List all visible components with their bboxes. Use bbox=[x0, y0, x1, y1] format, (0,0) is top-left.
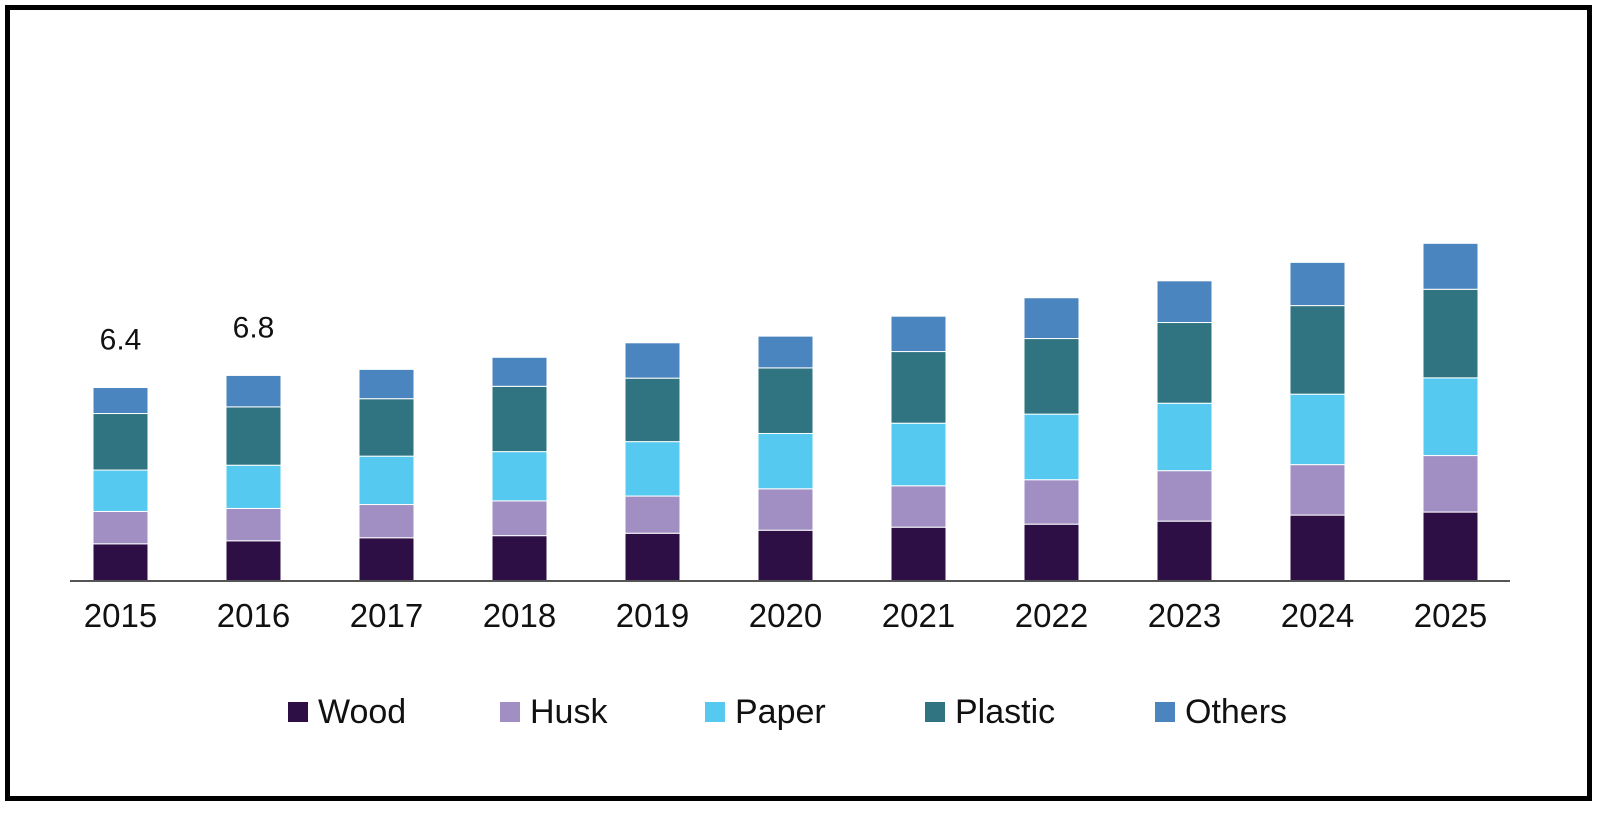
legend-item-husk: Husk bbox=[500, 690, 607, 734]
bar-segment-husk-2022 bbox=[1023, 479, 1080, 525]
bar-segment-plastic-2019 bbox=[624, 377, 681, 443]
bar-segment-plastic-2023 bbox=[1156, 322, 1213, 404]
bar-segment-others-2018 bbox=[491, 356, 548, 387]
bar-segment-others-2024 bbox=[1289, 261, 1346, 307]
bar-segment-plastic-2022 bbox=[1023, 338, 1080, 415]
stacked-bar-chart: 2015 2016 2017 2018 2019 2020 2021 2022 2023 2024… bbox=[70, 242, 1510, 634]
bar-segment-paper-2021 bbox=[890, 422, 947, 487]
x-tick-label-2016: 2016 bbox=[217, 597, 290, 634]
bar-segment-husk-2019 bbox=[624, 495, 681, 534]
bar-segment-paper-2017 bbox=[358, 455, 415, 506]
bar-segment-husk-2024 bbox=[1289, 464, 1346, 516]
legend-item-wood: Wood bbox=[288, 690, 406, 734]
bar-segment-wood-2021 bbox=[890, 526, 947, 582]
x-tick-label-2025: 2025 bbox=[1414, 597, 1487, 634]
bar-segment-others-2019 bbox=[624, 342, 681, 379]
legend-swatch-husk bbox=[500, 702, 520, 722]
legend-item-plastic: Plastic bbox=[925, 690, 1055, 734]
bar-segment-wood-2016 bbox=[225, 540, 282, 582]
bar-segment-paper-2016 bbox=[225, 464, 282, 509]
bar-segment-plastic-2020 bbox=[757, 367, 814, 434]
legend-swatch-others bbox=[1155, 702, 1175, 722]
legend-item-others: Others bbox=[1155, 690, 1287, 734]
bar-segment-husk-2023 bbox=[1156, 470, 1213, 522]
bar-segment-wood-2019 bbox=[624, 532, 681, 582]
x-tick-label-2018: 2018 bbox=[483, 597, 556, 634]
data-labels: 6.4 6.8 bbox=[100, 311, 275, 356]
bar-segment-others-2020 bbox=[757, 335, 814, 369]
legend: Wood Husk Paper Plastic Others bbox=[0, 690, 1607, 740]
x-tick-label-2019: 2019 bbox=[616, 597, 689, 634]
bar-segment-husk-2025 bbox=[1422, 455, 1479, 513]
bar-segment-husk-2018 bbox=[491, 500, 548, 537]
bar-segment-plastic-2018 bbox=[491, 385, 548, 453]
bar-segment-husk-2020 bbox=[757, 488, 814, 531]
data-label-2016: 6.8 bbox=[233, 311, 275, 344]
bar-segment-plastic-2016 bbox=[225, 406, 282, 466]
bar-segment-plastic-2017 bbox=[358, 398, 415, 457]
bar-segment-others-2016 bbox=[225, 374, 282, 408]
bar-segment-paper-2015 bbox=[92, 469, 149, 512]
bar-segment-wood-2023 bbox=[1156, 520, 1213, 582]
bar-segment-paper-2019 bbox=[624, 441, 681, 497]
legend-label-wood: Wood bbox=[318, 692, 407, 731]
bar-segment-paper-2024 bbox=[1289, 393, 1346, 466]
bar-segment-paper-2023 bbox=[1156, 402, 1213, 472]
bar-segment-plastic-2024 bbox=[1289, 305, 1346, 395]
legend-label-husk: Husk bbox=[530, 692, 608, 731]
bar-segment-plastic-2025 bbox=[1422, 288, 1479, 379]
bar-segment-plastic-2015 bbox=[92, 413, 149, 471]
bar-segment-wood-2020 bbox=[757, 529, 814, 582]
x-tick-label-2020: 2020 bbox=[749, 597, 822, 634]
legend-label-paper: Paper bbox=[735, 692, 826, 731]
x-tick-label-2024: 2024 bbox=[1281, 597, 1354, 634]
bar-segment-husk-2015 bbox=[92, 510, 149, 545]
bar-segment-wood-2017 bbox=[358, 537, 415, 582]
bar-segment-husk-2017 bbox=[358, 504, 415, 539]
bar-segment-wood-2024 bbox=[1289, 514, 1346, 582]
bar-segment-husk-2021 bbox=[890, 485, 947, 528]
x-tick-label-2022: 2022 bbox=[1015, 597, 1088, 634]
x-tick-label-2015: 2015 bbox=[84, 597, 157, 634]
bar-segment-others-2017 bbox=[358, 368, 415, 400]
bar-segment-wood-2015 bbox=[92, 543, 149, 582]
bar-segment-others-2025 bbox=[1422, 242, 1479, 290]
bar-segment-others-2023 bbox=[1156, 280, 1213, 324]
legend-label-plastic: Plastic bbox=[955, 692, 1056, 731]
data-label-2015: 6.4 bbox=[100, 324, 142, 357]
legend-swatch-wood bbox=[288, 702, 308, 722]
x-tick-label-2017: 2017 bbox=[350, 597, 423, 634]
chart-frame bbox=[5, 5, 1592, 801]
legend-label-others: Others bbox=[1185, 692, 1288, 731]
bar-segment-others-2021 bbox=[890, 315, 947, 353]
bar-segment-paper-2018 bbox=[491, 451, 548, 502]
bar-segment-paper-2025 bbox=[1422, 377, 1479, 457]
bar-segment-paper-2022 bbox=[1023, 413, 1080, 481]
bar-segment-plastic-2021 bbox=[890, 351, 947, 424]
legend-swatch-paper bbox=[705, 702, 725, 722]
bar-segment-others-2015 bbox=[92, 387, 149, 415]
legend-item-paper: Paper bbox=[705, 690, 826, 734]
x-tick-label-2021: 2021 bbox=[882, 597, 955, 634]
legend-swatch-plastic bbox=[925, 702, 945, 722]
bar-segment-paper-2020 bbox=[757, 432, 814, 490]
x-tick-label-2023: 2023 bbox=[1148, 597, 1221, 634]
bar-segment-wood-2018 bbox=[491, 535, 548, 582]
bars-group bbox=[92, 242, 1479, 582]
x-tick-labels: 2015 2016 2017 2018 2019 2020 2021 2022 2023 2024… bbox=[84, 597, 1487, 634]
bar-segment-wood-2022 bbox=[1023, 523, 1080, 582]
bar-segment-husk-2016 bbox=[225, 507, 282, 542]
bar-segment-wood-2025 bbox=[1422, 511, 1479, 582]
bar-segment-others-2022 bbox=[1023, 297, 1080, 340]
